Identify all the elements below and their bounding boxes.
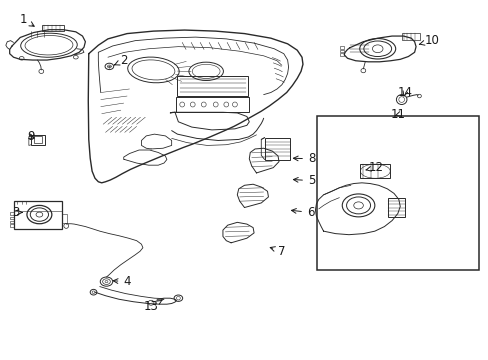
Text: 12: 12 bbox=[365, 161, 383, 174]
Bar bbox=[42, 26, 64, 31]
Text: 8: 8 bbox=[293, 152, 315, 165]
Bar bbox=[317, 117, 478, 270]
Text: 5: 5 bbox=[293, 174, 315, 187]
Bar bbox=[340, 53, 344, 56]
Bar bbox=[177, 76, 248, 96]
Bar bbox=[10, 221, 14, 223]
Bar bbox=[387, 198, 404, 217]
Text: 7: 7 bbox=[270, 245, 285, 258]
Text: 13: 13 bbox=[143, 300, 162, 313]
Text: 6: 6 bbox=[291, 206, 314, 219]
Bar bbox=[340, 46, 344, 49]
Text: 11: 11 bbox=[389, 108, 405, 121]
Bar bbox=[62, 214, 67, 223]
Text: 4: 4 bbox=[113, 275, 131, 288]
Text: 10: 10 bbox=[419, 34, 439, 47]
Bar bbox=[401, 33, 419, 40]
Bar bbox=[264, 138, 289, 159]
Bar bbox=[10, 217, 14, 219]
Bar bbox=[360, 164, 389, 178]
Bar bbox=[31, 135, 44, 145]
Text: 3: 3 bbox=[12, 206, 22, 219]
Bar bbox=[10, 212, 14, 215]
Bar bbox=[340, 50, 344, 52]
Bar bbox=[34, 136, 42, 143]
Bar bbox=[10, 224, 14, 226]
Text: 2: 2 bbox=[114, 54, 127, 67]
Bar bbox=[14, 201, 62, 229]
Text: 14: 14 bbox=[397, 86, 412, 99]
Bar bbox=[176, 97, 249, 112]
Text: 9: 9 bbox=[27, 130, 35, 143]
Text: 1: 1 bbox=[20, 13, 34, 26]
